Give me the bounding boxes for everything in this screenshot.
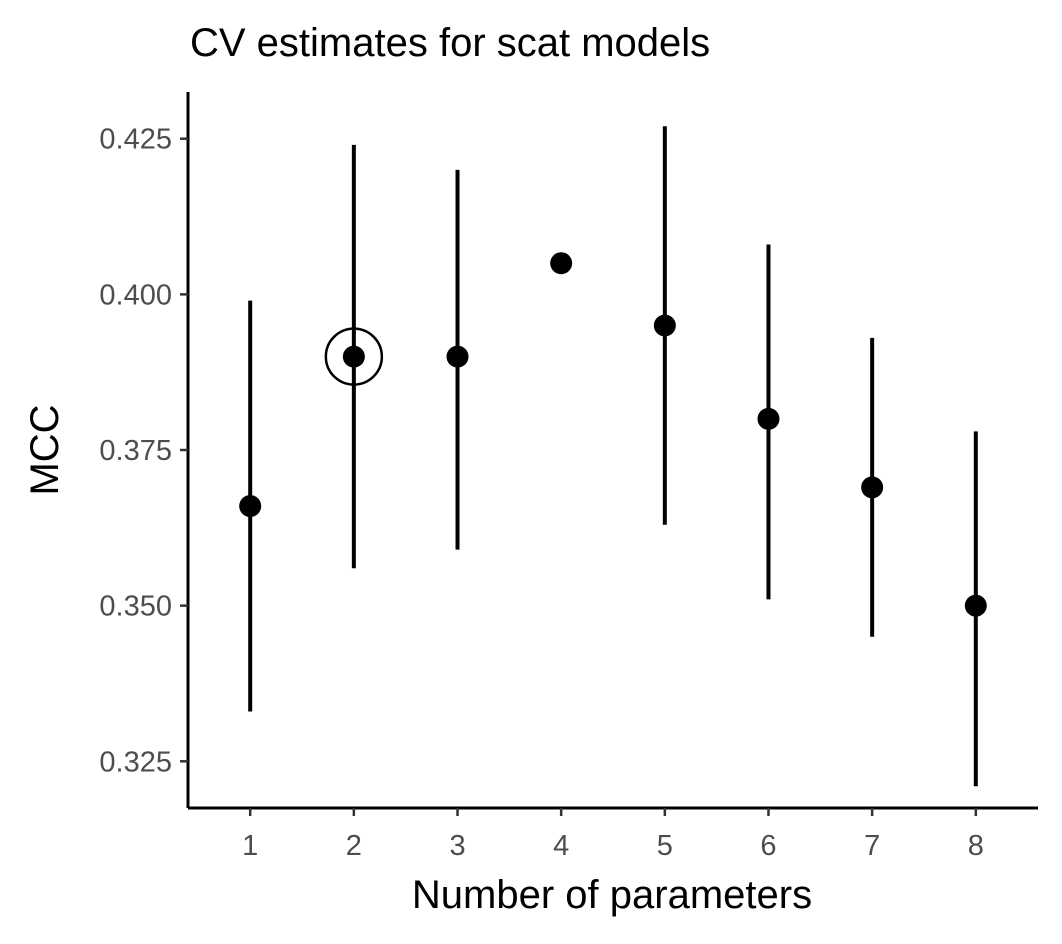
y-tick-label: 0.325 — [99, 746, 172, 778]
x-tick-label: 4 — [553, 830, 569, 862]
x-tick-label: 6 — [760, 830, 776, 862]
y-tick-label: 0.350 — [99, 591, 172, 623]
x-tick-label: 1 — [242, 830, 258, 862]
x-axis-title: Number of parameters — [412, 873, 812, 917]
highlight-markers — [324, 327, 384, 386]
selected-model-ring — [324, 327, 384, 386]
x-tick-label: 3 — [449, 830, 465, 862]
x-tick-label: 7 — [864, 830, 880, 862]
y-tick-label: 0.375 — [99, 435, 172, 467]
x-tick-label: 5 — [657, 830, 673, 862]
x-tick-label: 8 — [968, 830, 984, 862]
data-point — [446, 345, 469, 368]
chart-title: CV estimates for scat models — [190, 21, 710, 65]
data-point — [653, 314, 676, 337]
error-bars — [248, 126, 978, 787]
data-points — [239, 252, 987, 617]
y-tick-label: 0.400 — [99, 279, 172, 311]
data-point — [757, 407, 780, 430]
data-point — [964, 594, 987, 617]
y-tick-label: 0.425 — [99, 124, 172, 156]
x-axis: 1 2 3 4 5 6 7 8 — [188, 806, 1038, 862]
data-point — [342, 345, 365, 368]
data-point — [550, 252, 573, 275]
x-tick-label: 2 — [346, 830, 362, 862]
y-axis: 0.325 0.350 0.375 0.400 0.425 — [99, 92, 190, 808]
y-axis-title: MCC — [23, 404, 67, 495]
data-point — [239, 495, 262, 518]
data-point — [861, 476, 884, 499]
